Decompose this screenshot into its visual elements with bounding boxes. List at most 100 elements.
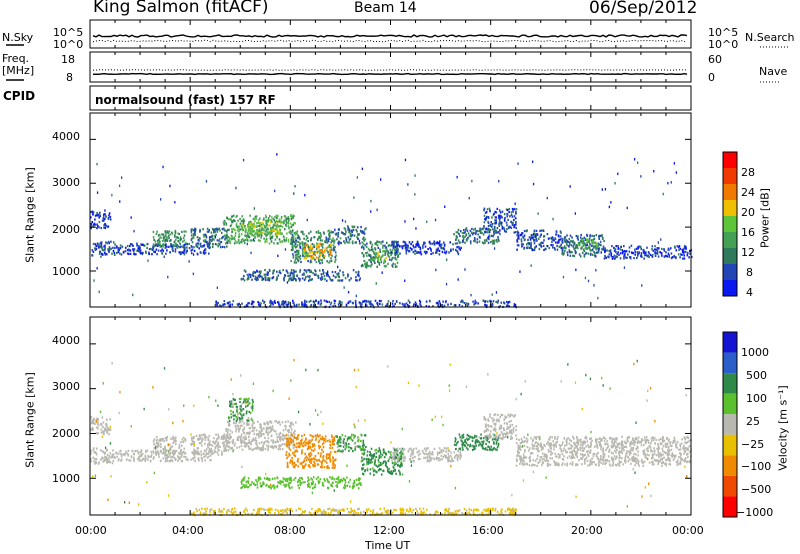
data-cell — [98, 252, 101, 255]
data-cell — [276, 436, 278, 439]
data-cell — [312, 245, 315, 248]
data-cell — [90, 225, 93, 228]
data-cell — [117, 250, 120, 254]
data-cell — [343, 486, 345, 489]
data-cell — [291, 244, 294, 247]
data-cell — [266, 421, 268, 424]
data-cell — [636, 254, 639, 257]
data-cell — [325, 236, 328, 239]
data-cell — [359, 445, 361, 448]
data-cell — [140, 449, 143, 452]
data-cell — [370, 265, 372, 268]
data-cell — [301, 241, 304, 244]
data-cell — [244, 436, 246, 439]
data-cell — [404, 303, 406, 306]
data-cell — [482, 233, 485, 236]
data-cell — [369, 300, 372, 303]
data-cell — [231, 235, 233, 238]
data-cell — [371, 258, 374, 261]
data-cell — [573, 248, 576, 251]
data-cell — [153, 250, 155, 253]
data-cell — [111, 193, 113, 197]
data-cell — [178, 251, 181, 254]
data-cell — [193, 229, 195, 232]
data-cell — [231, 230, 233, 233]
data-cell — [267, 277, 269, 280]
data-cell — [100, 252, 103, 255]
data-cell — [192, 442, 195, 445]
data-cell — [271, 229, 273, 232]
data-cell — [342, 271, 344, 274]
data-cell — [135, 253, 137, 256]
data-cell — [292, 248, 294, 252]
data-cell — [392, 465, 395, 468]
data-cell — [366, 469, 369, 472]
data-cell — [624, 252, 626, 255]
data-cell — [384, 253, 386, 256]
data-cell — [325, 455, 328, 458]
data-cell — [360, 483, 362, 486]
data-cell — [93, 279, 95, 282]
data-cell — [565, 238, 568, 241]
data-cell — [366, 261, 368, 264]
data-cell — [292, 299, 294, 302]
data-cell — [463, 302, 466, 305]
data-cell — [191, 237, 193, 240]
data-cell — [429, 246, 431, 249]
data-cell — [537, 212, 539, 215]
data-cell — [388, 467, 390, 470]
data-cell — [223, 246, 226, 249]
data-cell — [506, 224, 508, 227]
data-cell — [139, 459, 141, 462]
data-cell — [329, 476, 331, 479]
data-cell — [150, 455, 153, 458]
data-cell — [101, 431, 104, 434]
data-cell — [363, 248, 365, 251]
data-cell — [367, 265, 370, 268]
data-cell — [103, 249, 105, 252]
data-cell — [178, 452, 180, 455]
data-cell — [288, 429, 290, 432]
data-cell — [516, 239, 518, 242]
data-cell — [101, 450, 104, 453]
data-cell — [285, 224, 288, 227]
data-cell — [265, 216, 268, 219]
data-cell — [471, 179, 473, 183]
data-cell — [297, 277, 300, 280]
data-cell — [538, 247, 541, 251]
data-cell — [251, 278, 253, 281]
data-cell — [469, 242, 472, 245]
data-cell — [213, 437, 215, 440]
data-cell — [372, 251, 375, 254]
data-cell — [331, 434, 333, 437]
data-cell — [539, 229, 541, 232]
data-cell — [182, 236, 185, 240]
data-cell — [423, 447, 426, 450]
data-cell — [601, 188, 603, 191]
data-cell — [92, 223, 95, 226]
data-cell — [283, 215, 286, 218]
data-cell — [393, 454, 396, 457]
data-cell — [174, 248, 177, 251]
data-cell — [183, 440, 185, 443]
data-cell — [269, 269, 271, 273]
data-cell — [356, 176, 358, 179]
data-cell — [236, 446, 238, 449]
data-cell — [236, 411, 238, 414]
data-cell — [661, 254, 663, 257]
data-cell — [371, 303, 373, 306]
data-cell — [245, 412, 248, 415]
data-cell — [202, 252, 205, 255]
data-cell — [95, 432, 98, 435]
data-cell — [305, 437, 307, 440]
data-cell — [144, 454, 147, 457]
data-cell — [612, 256, 615, 259]
data-cell — [347, 273, 349, 276]
data-cell — [207, 245, 210, 248]
data-cell — [366, 450, 369, 453]
data-cell — [294, 222, 296, 225]
data-cell — [423, 456, 425, 459]
data-cell — [197, 438, 200, 441]
data-cell — [258, 234, 261, 237]
data-cell — [387, 251, 390, 255]
